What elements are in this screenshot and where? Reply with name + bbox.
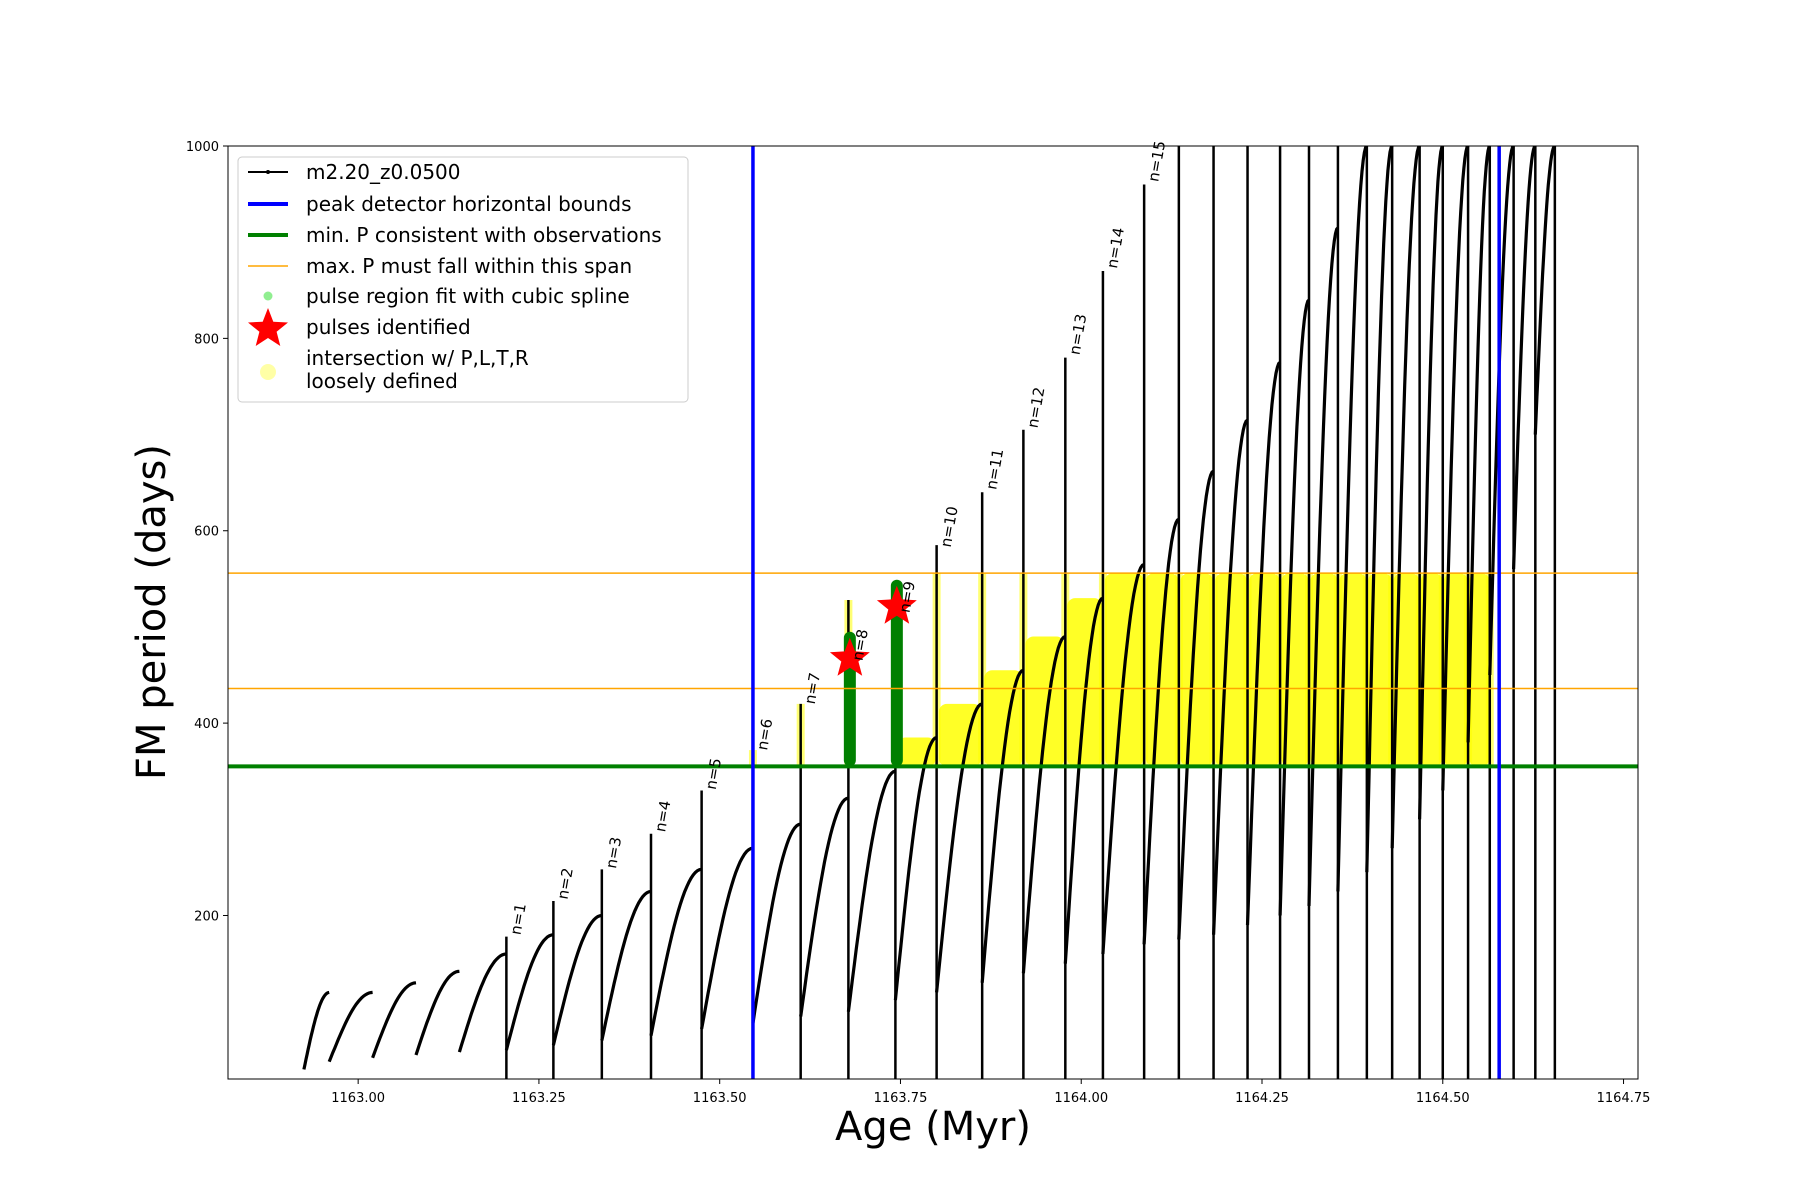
track-cycle [551, 913, 603, 1046]
track-cycle [649, 867, 702, 1037]
track-cycle [457, 952, 507, 1053]
track-cycle [1512, 146, 1537, 570]
track-cycle [371, 981, 417, 1059]
x-axis-title: Age (Myr) [835, 1104, 1031, 1150]
track-cycle [799, 796, 849, 1017]
track-cycle [1212, 418, 1249, 935]
legend-label: pulses identified [306, 315, 471, 339]
pulse-label: n=8 [849, 628, 872, 662]
loose-region [1025, 636, 1065, 767]
legend-label: max. P must fall within this span [306, 254, 632, 278]
loose-region [897, 737, 936, 767]
pulse-label: n=1 [507, 902, 530, 936]
legend-handle-star [248, 308, 288, 346]
track-cycle [504, 933, 554, 1051]
y-axis-title: FM period (days) [129, 444, 175, 780]
pulse-label: n=9 [896, 580, 919, 614]
axis-ticks: 1163.00 1163.25 1163.50 1163.75 1164.00 1164.… [186, 140, 1651, 1106]
y-tick-label: 800 [194, 332, 219, 347]
track-cycle [1063, 596, 1104, 964]
loose-region [1469, 573, 1490, 767]
loose-region [1215, 573, 1247, 767]
track-cycle [1418, 146, 1445, 820]
track-cycle [1021, 635, 1066, 974]
loose-region [1067, 598, 1103, 767]
x-tick-label: 1164.25 [1235, 1091, 1289, 1106]
pulse-identified-star [829, 637, 870, 676]
x-tick-label: 1163.75 [874, 1091, 928, 1106]
y-tick-label: 200 [194, 909, 219, 924]
loose-region [1393, 573, 1420, 767]
track-cycle [1441, 146, 1470, 791]
track-cycle [1245, 361, 1282, 926]
x-tick-label: 1164.75 [1597, 1091, 1651, 1106]
pulse-label: n=6 [753, 717, 776, 751]
track-cycle [1142, 517, 1180, 945]
track-cycle [1278, 298, 1311, 916]
track-cycle [1533, 146, 1556, 435]
legend-label: m2.20_z0.0500 [306, 160, 461, 184]
pulse-label: n=4 [651, 799, 674, 833]
track-cycle [1488, 146, 1515, 676]
track-cycle [1307, 226, 1340, 906]
track-cycle [1466, 146, 1492, 743]
track-cycle [302, 990, 330, 1070]
x-tick-label: 1164.00 [1054, 1091, 1108, 1106]
track-cycle [751, 822, 802, 1024]
pulse-identified-star [876, 585, 917, 624]
track-cycle [1390, 146, 1421, 849]
track-cycle [846, 769, 896, 1012]
track-series [302, 146, 1557, 1079]
pulse-region-spline [890, 579, 903, 767]
plot-frame [227, 145, 1639, 1080]
y-tick-label: 600 [194, 525, 219, 540]
plot-area: n=1n=2n=3n=4n=5n=6n=7n=8n=9n=10n=11n=12n… [228, 139, 1638, 1079]
legend-handle-marker [266, 170, 270, 174]
plot-content [228, 146, 1638, 1079]
legend-label-line2: loosely defined [306, 369, 458, 393]
x-tick-label: 1164.50 [1416, 1091, 1470, 1106]
loose-region [1444, 573, 1468, 767]
legend-label: peak detector horizontal bounds [306, 192, 632, 216]
track-cycle [980, 668, 1025, 983]
x-tick-label: 1163.50 [693, 1091, 747, 1106]
loose-region [938, 703, 982, 767]
legend-label: pulse region fit with cubic spline [306, 284, 630, 308]
track-cycle [1101, 562, 1145, 955]
legend-handle-dot [263, 291, 273, 301]
legend-handle-dot [260, 364, 276, 380]
pulse-label: n=7 [801, 671, 824, 705]
legend-label: intersection w/ P,L,T,R [306, 346, 529, 370]
track-cycle [1336, 146, 1369, 892]
pulse-label: n=5 [702, 757, 725, 791]
track-cycle [600, 889, 652, 1041]
x-tick-label: 1163.25 [512, 1091, 566, 1106]
track-cycle [1177, 469, 1215, 940]
pulse-label: n=2 [554, 866, 577, 900]
y-tick-label: 400 [194, 717, 219, 732]
track-cycle [893, 735, 938, 1001]
legend-label: min. P consistent with observations [306, 223, 662, 247]
pulse-label: n=3 [602, 836, 625, 870]
track-cycle [414, 969, 460, 1056]
track-cycle [700, 846, 754, 1030]
track-cycle [1365, 146, 1394, 873]
track-cycle [327, 990, 373, 1063]
track-cycle [935, 702, 983, 993]
loose-region [1145, 573, 1179, 767]
loose-region [1420, 573, 1443, 767]
y-tick-label: 1000 [186, 140, 219, 155]
legend-box [237, 156, 689, 403]
x-tick-label: 1163.00 [331, 1091, 385, 1106]
